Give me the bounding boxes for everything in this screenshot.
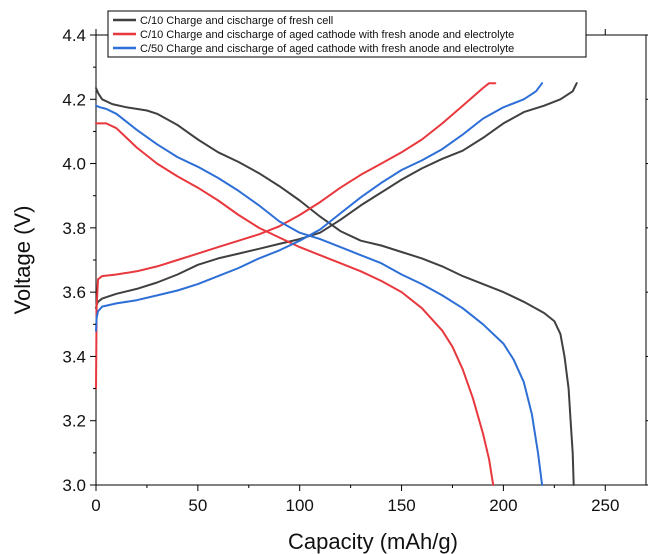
y-axis: 3.0 3.2 3.4 3.6 3.8 4.0 4.2 4.4 [62,26,648,495]
series-layer [96,83,577,485]
legend: C/10 Charge and cischarge of fresh cell C… [108,11,586,57]
y-tick-label: 3.2 [62,412,86,431]
y-tick-label: 3.8 [62,219,86,238]
y-tick-label: 3.0 [62,476,86,495]
x-tick-label: 0 [91,496,100,515]
y-tick-label: 4.4 [62,26,86,45]
y-tick-label: 4.2 [62,90,86,109]
legend-label: C/10 Charge and cischarge of fresh cell [140,15,333,27]
series-3-charge-line [96,83,542,331]
x-axis-title: Capacity (mAh/g) [288,529,458,554]
x-tick-label: 100 [286,496,314,515]
x-tick-label: 200 [489,496,517,515]
series-1-discharge-line [96,88,574,485]
x-axis: 0 50 100 150 200 250 [91,29,619,515]
y-axis-title: Voltage (V) [10,206,35,315]
series-2-discharge-line [96,123,493,485]
x-tick-label: 250 [591,496,619,515]
series-1-charge-line [96,83,577,308]
series-3-discharge-line [96,106,542,485]
x-tick-label: 150 [387,496,415,515]
y-tick-label: 4.0 [62,155,86,174]
series-2-charge-line [96,83,495,388]
x-tick-label: 50 [188,496,207,515]
y-tick-label: 3.6 [62,283,86,302]
legend-label: C/10 Charge and cischarge of aged cathod… [140,29,514,41]
y-tick-label: 3.4 [62,347,86,366]
legend-label: C/50 Charge and cischarge of aged cathod… [140,43,514,55]
